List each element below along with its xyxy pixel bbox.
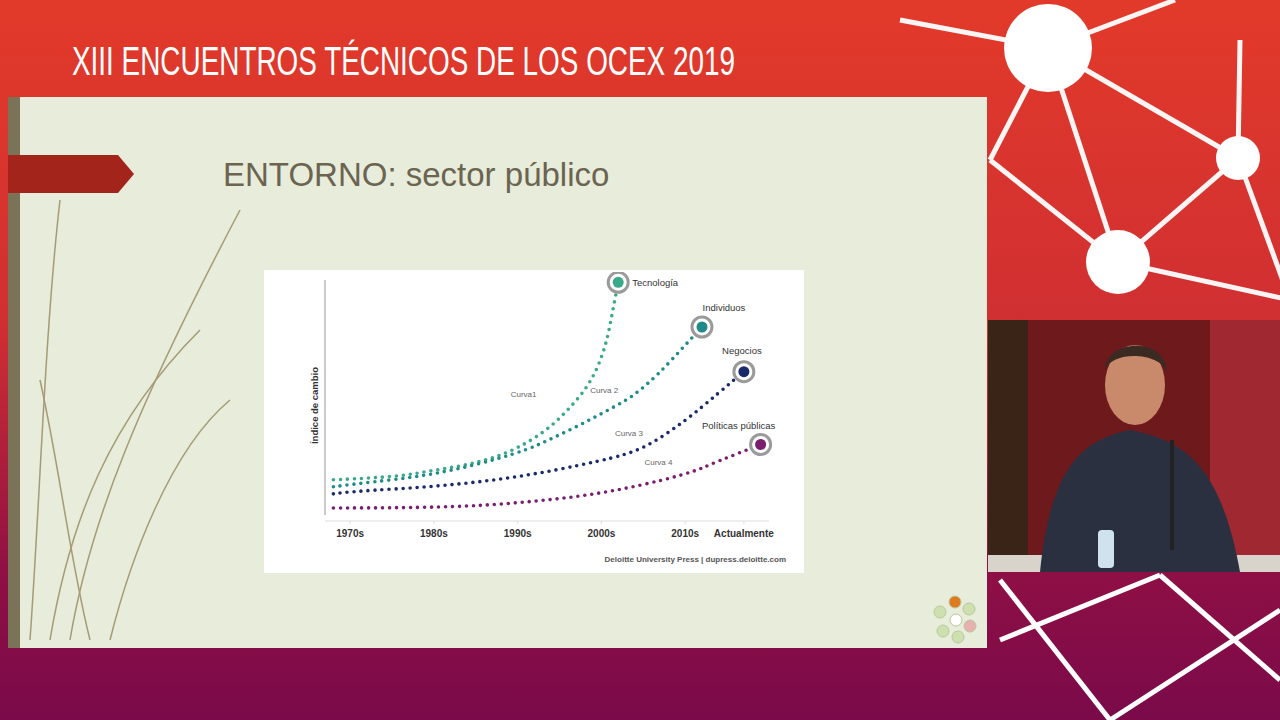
network-node [1086,230,1150,294]
network-edge [1238,158,1280,300]
x-tick-label: 1980s [420,528,448,539]
series-label: Tecnología [632,277,679,288]
logo [934,596,976,643]
speaker-hair [1105,346,1167,372]
series-label: Individuos [703,302,746,313]
grass-decoration [30,200,240,640]
logo-dot [950,614,962,626]
curve-annotation: Curva1 [511,390,537,399]
series-line [333,327,702,487]
x-tick-label: 1970s [336,528,364,539]
end-marker [696,322,707,333]
end-marker-ring [692,317,712,337]
slide [8,97,987,648]
logo-dot [934,606,946,618]
speaker-video [988,320,1280,572]
x-tick [601,521,602,524]
logo-dot [964,620,976,632]
network-edge [1160,575,1280,680]
plot-area [333,272,770,508]
logo-dot [952,631,964,643]
network-node [1004,4,1092,92]
microphone [1170,440,1174,550]
grass-stroke [40,380,90,640]
series-line [333,445,760,508]
background [0,0,1280,720]
x-tick [517,521,518,524]
series-label: Negocios [722,345,762,356]
slide-title: ENTORNO: sector público [223,156,609,193]
end-marker [613,277,624,288]
x-tick [433,521,434,524]
x-tick-label: 2010s [671,528,699,539]
network-decoration [1000,575,1280,720]
grass-stroke [50,330,200,640]
video-panel [988,320,1028,572]
curve-annotation: Curva 4 [644,458,673,467]
curve-annotation: Curva 3 [615,429,644,438]
x-tick [350,521,351,524]
grass-stroke [30,200,60,640]
network-edge [1110,610,1280,720]
water-bottle [1098,530,1114,568]
chart-box [264,270,804,573]
y-axis-title: Índice de cambio [309,367,320,444]
video-background [988,320,1280,572]
x-tick-label: 2000s [588,528,616,539]
grass-stroke [110,400,230,640]
x-tick-label: Actualmente [714,528,774,539]
network-node [1216,136,1260,180]
end-marker [755,439,766,450]
logo-dot [949,596,961,608]
network-edge [1000,575,1160,640]
page: XIII ENCUENTROS TÉCNICOS DE LOS OCEX 201… [0,0,1280,720]
end-marker [738,366,749,377]
title-tab [8,155,134,193]
series-label: Políticas públicas [702,420,776,431]
grass-stroke [70,210,240,640]
logo-dot [963,603,975,615]
x-axis [325,521,769,522]
logo-dot [937,625,949,637]
x-tick [743,521,744,524]
x-tick-label: 1990s [504,528,532,539]
y-axis [325,280,326,515]
end-marker-ring [734,362,754,382]
speaker-body [1040,430,1240,572]
end-marker-ring [751,435,771,455]
x-tick [685,521,686,524]
end-marker-ring [608,272,628,292]
header-title: XIII ENCUENTROS TÉCNICOS DE LOS OCEX 201… [72,39,735,83]
series-line [333,282,618,479]
source: Deloitte University Press | dupress.delo… [605,555,786,564]
curve-annotation: Curva 2 [590,386,619,395]
